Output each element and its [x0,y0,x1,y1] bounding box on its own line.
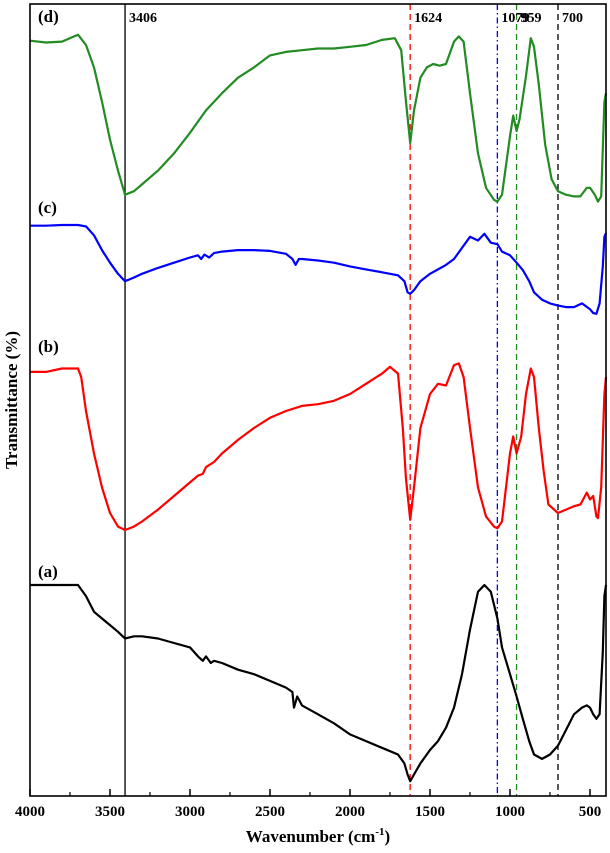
plot-frame [29,3,607,797]
x-tick-label-4000: 4000 [15,804,45,820]
x-tick-label-1000: 1000 [495,804,525,820]
series-label-d: (d) [38,7,59,26]
y-axis-title: Transmittance (%) [2,331,21,469]
annotation-label-1624: 1624 [414,11,442,26]
x-tick-label-2000: 2000 [335,804,365,820]
spectrum-b [30,362,608,532]
reference-lines [124,4,559,796]
annotation-label-959: 959 [521,11,542,26]
x-axis: 4000 3500 3000 2500 2000 1500 1000 500 [15,789,601,820]
x-axis-title: Wavenumber (cm-1) [246,826,390,846]
series-label-c: (c) [38,198,57,217]
plot-series [29,33,608,783]
x-tick-label-1500: 1500 [415,804,445,820]
spectrum-c [30,223,608,315]
spectrum-a [30,583,608,783]
x-tick-label-500: 500 [579,804,602,820]
annotation-label-1079: 1079 [501,11,529,26]
annotation-label-700: 700 [562,11,583,26]
series-label-a: (a) [38,562,58,581]
series-label-b: (b) [38,337,59,356]
x-tick-label-3500: 3500 [95,804,125,820]
x-tick-label-3000: 3000 [175,804,205,820]
spectrum-d [29,33,608,203]
series-labels: (d) (c) (b) (a) [38,7,59,581]
annotation-label-3406: 3406 [129,11,157,26]
x-tick-label-2500: 2500 [255,804,285,820]
